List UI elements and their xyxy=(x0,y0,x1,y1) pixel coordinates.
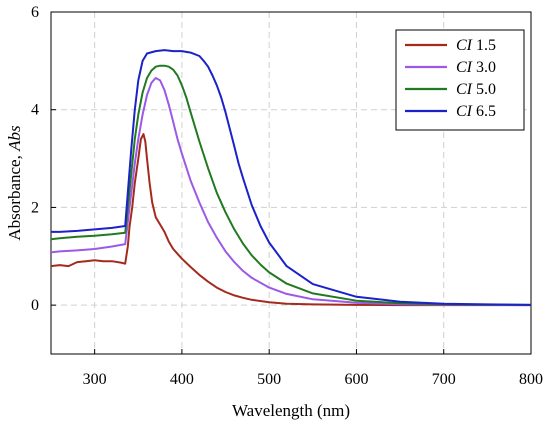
legend-label-value: 3.0 xyxy=(472,59,496,76)
legend: CI 1.5CI 3.0CI 5.0CI 6.5 xyxy=(395,29,525,131)
y-tick-label: 2 xyxy=(31,199,39,216)
y-axis-title-symbol: Abs xyxy=(5,125,24,152)
y-tick-label: 0 xyxy=(31,297,39,314)
y-axis-title-prefix: Absorbance, xyxy=(5,151,24,241)
x-tick-label: 300 xyxy=(83,371,107,388)
series-line-3 xyxy=(50,64,532,306)
x-tick-label: 500 xyxy=(257,371,281,388)
x-tick-label: 400 xyxy=(170,371,194,388)
legend-label: CI 3.0 xyxy=(456,59,496,76)
y-tick-label: 4 xyxy=(31,102,39,119)
y-tick-label: 6 xyxy=(31,4,39,21)
y-axis-title: Absorbance, Abs xyxy=(5,125,24,241)
legend-label-symbol: CI xyxy=(456,59,473,76)
legend-label-symbol: CI xyxy=(456,37,473,54)
plot-frame xyxy=(50,11,532,355)
legend-label-value: 1.5 xyxy=(472,37,496,54)
legend-label-value: 5.0 xyxy=(472,81,496,98)
legend-label: CI 6.5 xyxy=(456,103,496,120)
x-tick-label: 800 xyxy=(519,371,543,388)
x-axis-title: Wavelength (nm) xyxy=(232,401,350,420)
legend-label-symbol: CI xyxy=(456,81,473,98)
legend-label: CI 5.0 xyxy=(456,81,496,98)
tick-layer: 300 400 500 600 700 800 0 2 4 6 xyxy=(31,4,543,388)
series-layer xyxy=(50,49,532,307)
series-line-4 xyxy=(51,49,532,306)
legend-label-value: 6.5 xyxy=(472,103,496,120)
legend-label: CI 1.5 xyxy=(456,37,496,54)
legend-box xyxy=(395,29,525,131)
series-line-2 xyxy=(50,77,532,307)
x-tick-label: 700 xyxy=(432,371,456,388)
legend-label-symbol: CI xyxy=(456,103,473,120)
x-tick-label: 600 xyxy=(344,371,368,388)
series-line-1 xyxy=(50,133,531,307)
